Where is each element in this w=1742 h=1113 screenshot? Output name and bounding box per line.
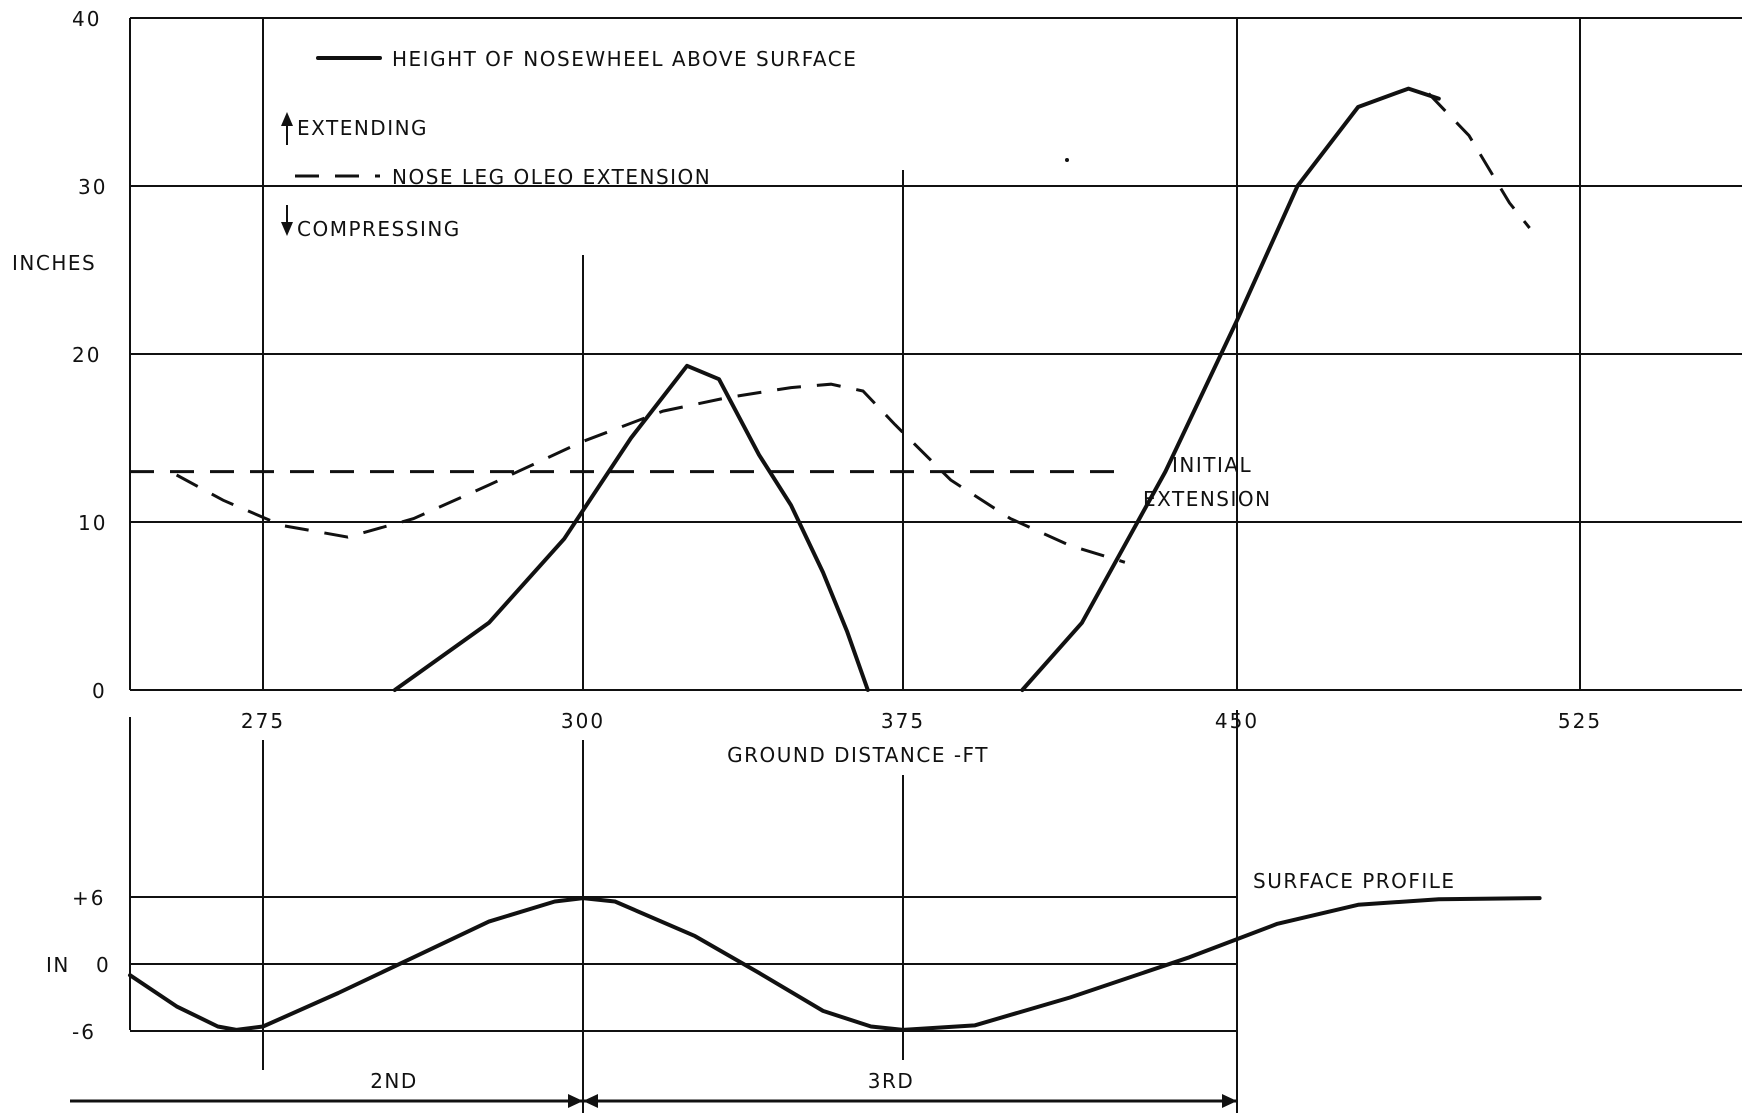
profile-y-tick-label: -6: [72, 1020, 96, 1044]
legend-down-label: COMPRESSING: [297, 217, 461, 241]
span-arrowhead-icon: [568, 1094, 583, 1108]
profile-title: SURFACE PROFILE: [1253, 869, 1456, 893]
profile-y-tick-label: +6: [72, 886, 105, 910]
x-tick-label: 375: [881, 709, 925, 733]
series-line-dashed-3: [1427, 92, 1531, 229]
series-line-dashed-2: [175, 382, 1126, 564]
y-tick-label: 10: [78, 511, 107, 535]
legend-dashed-label: NOSE LEG OLEO EXTENSION: [392, 165, 711, 189]
span-label-2nd: 2ND: [370, 1069, 418, 1093]
main-series-group: [130, 86, 1531, 692]
y-axis-label: INCHES: [12, 251, 96, 275]
y-tick-label: 30: [78, 175, 107, 199]
span-arrowhead-icon: [1222, 1094, 1237, 1108]
surface-profile-line: [128, 896, 1542, 1032]
y-tick-label: 40: [72, 7, 101, 31]
y-tick-label: 0: [92, 679, 107, 703]
down-arrowhead-icon: [281, 222, 293, 236]
y-tick-label: 20: [72, 343, 101, 367]
stray-mark: [1065, 158, 1069, 162]
span-arrowhead-icon: [583, 1094, 598, 1108]
span-label-3rd: 3RD: [868, 1069, 915, 1093]
x-tick-label: 275: [241, 709, 285, 733]
series-line-solid-1: [1020, 86, 1441, 692]
up-arrowhead-icon: [281, 112, 293, 126]
legend-up-label: EXTENDING: [297, 116, 428, 140]
annotation-extension: EXTENSION: [1143, 487, 1272, 511]
profile-series-group: [128, 896, 1542, 1032]
profile-y-axis-label: IN: [46, 953, 70, 977]
x-axis-label: GROUND DISTANCE -FT: [727, 743, 989, 767]
legend: HEIGHT OF NOSEWHEEL ABOVE SURFACE EXTEND…: [281, 47, 857, 241]
x-tick-label: 300: [561, 709, 605, 733]
x-tick-label: 525: [1558, 709, 1602, 733]
profile-y-tick-label: 0: [96, 953, 111, 977]
series-line-solid-0: [392, 363, 870, 692]
annotation-initial: INITIAL: [1172, 453, 1252, 477]
legend-solid-label: HEIGHT OF NOSEWHEEL ABOVE SURFACE: [392, 47, 857, 71]
